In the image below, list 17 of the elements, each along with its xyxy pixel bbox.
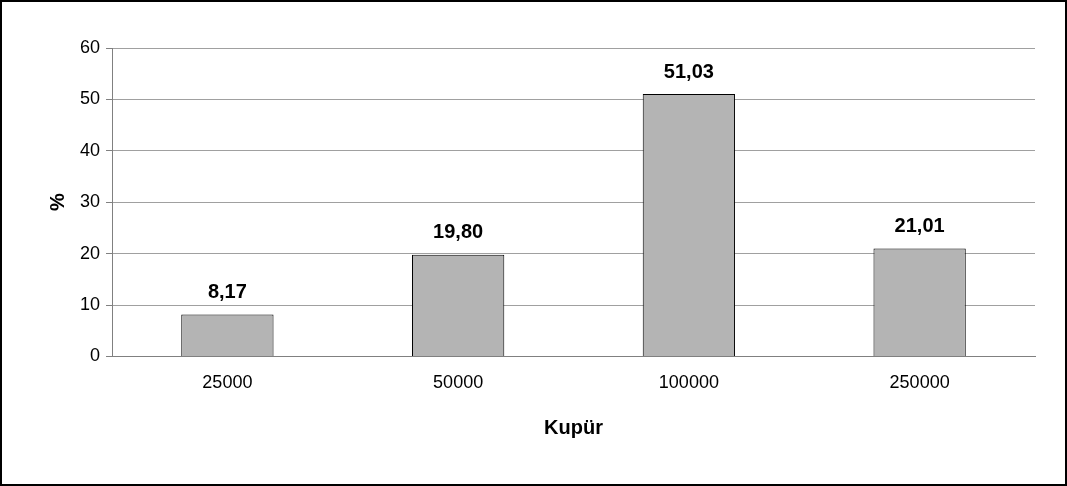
y-tick-label: 40: [79, 139, 101, 160]
data-label: 19,80: [433, 220, 484, 243]
y-axis-title: %: [45, 193, 68, 212]
data-label: 51,03: [663, 59, 714, 82]
x-tick-label: 25000: [202, 372, 253, 393]
y-tick-label: 50: [79, 88, 101, 109]
y-tick-label: 10: [79, 293, 101, 314]
x-tick-label: 100000: [658, 372, 719, 393]
data-label: 21,01: [894, 213, 945, 236]
x-axis-title: Kupür: [544, 415, 604, 438]
x-tick-label: 50000: [433, 372, 484, 393]
x-tick-label: 250000: [889, 372, 950, 393]
data-label: 8,17: [207, 279, 247, 302]
y-tick-label: 0: [90, 345, 101, 366]
y-tick-label: 30: [79, 191, 101, 212]
y-tick-label: 60: [79, 36, 101, 57]
y-tick-label: 20: [79, 242, 101, 263]
